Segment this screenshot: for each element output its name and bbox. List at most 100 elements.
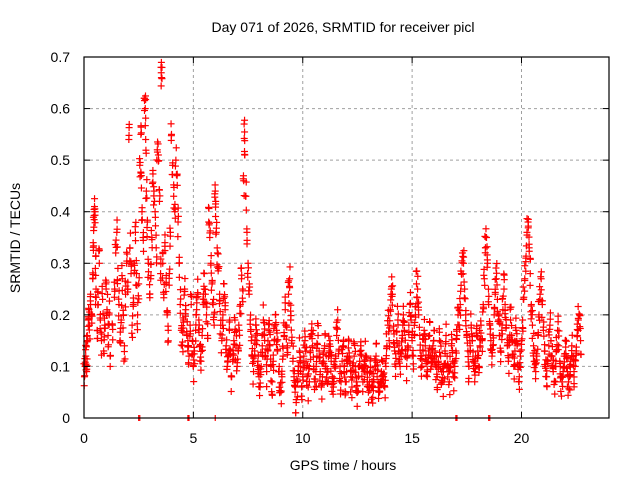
- y-tick-label: 0.6: [51, 101, 71, 117]
- y-tick-label: 0: [62, 410, 70, 426]
- data-point: [510, 354, 518, 362]
- data-point: [147, 226, 155, 234]
- data-point: [157, 82, 165, 90]
- data-point: [400, 328, 408, 336]
- data-point: [433, 370, 441, 378]
- data-point: [461, 285, 469, 293]
- data-point: [469, 348, 477, 356]
- data-point: [177, 341, 185, 349]
- data-point: [142, 187, 150, 195]
- data-point: [540, 318, 548, 326]
- data-point: [211, 181, 219, 189]
- data-point: [248, 333, 256, 341]
- data-point: [413, 294, 421, 302]
- data-point: [343, 368, 350, 376]
- data-point: [100, 349, 108, 357]
- data-point: [207, 286, 215, 294]
- data-point: [385, 328, 393, 336]
- data-point: [543, 356, 551, 364]
- data-point: [475, 369, 483, 377]
- data-point: [192, 311, 200, 319]
- data-point: [256, 379, 264, 387]
- data-point: [505, 341, 513, 349]
- data-point: [562, 336, 570, 344]
- data-point: [158, 63, 166, 71]
- data-point: [181, 287, 189, 295]
- y-tick-label: 0.3: [51, 255, 71, 271]
- data-point: [190, 378, 198, 386]
- data-point: [219, 325, 227, 333]
- data-point: [138, 204, 146, 212]
- data-point: [304, 383, 312, 391]
- data-point: [532, 368, 540, 376]
- data-point: [353, 388, 361, 396]
- data-point: [143, 233, 151, 241]
- data-point: [157, 255, 165, 263]
- data-point: [526, 270, 534, 278]
- data-point: [186, 327, 194, 335]
- data-point: [152, 244, 160, 252]
- data-point: [565, 378, 573, 386]
- data-point: [232, 332, 240, 340]
- data-point: [108, 320, 116, 328]
- data-point: [115, 295, 123, 303]
- data-point: [167, 136, 175, 144]
- data-point: [251, 352, 259, 360]
- data-point: [427, 345, 435, 353]
- data-point: [365, 398, 373, 406]
- data-point: [299, 376, 307, 384]
- data-point: [575, 310, 583, 318]
- data-point: [385, 337, 393, 345]
- data-point: [545, 342, 553, 350]
- data-point: [521, 276, 529, 284]
- data-point: [289, 342, 297, 350]
- data-point: [435, 337, 443, 345]
- data-point: [385, 312, 393, 320]
- data-point: [230, 351, 238, 359]
- data-point: [287, 326, 295, 334]
- data-point: [528, 334, 536, 342]
- x-tick-label: 5: [189, 430, 197, 446]
- data-point: [325, 332, 333, 340]
- data-point: [487, 325, 495, 333]
- data-point: [367, 364, 375, 372]
- data-point: [480, 305, 488, 313]
- data-point: [272, 319, 280, 327]
- data-point: [442, 320, 450, 328]
- data-point: [98, 282, 106, 290]
- data-point: [135, 274, 143, 282]
- data-point: [295, 334, 303, 342]
- data-point: [506, 305, 514, 313]
- data-point: [185, 360, 193, 368]
- data-point: [260, 319, 268, 327]
- data-point: [174, 212, 182, 220]
- data-point: [537, 273, 545, 281]
- chart-title: Day 071 of 2026, SRMTID for receiver pic…: [212, 19, 475, 35]
- data-point: [117, 339, 125, 347]
- data-point: [460, 253, 468, 261]
- data-point: [212, 212, 220, 220]
- data-point: [153, 259, 161, 267]
- data-point: [203, 311, 210, 319]
- data-point: [190, 350, 198, 358]
- data-point: [513, 330, 521, 338]
- data-point: [128, 333, 136, 341]
- data-point: [126, 229, 134, 237]
- data-point: [268, 388, 276, 396]
- data-point: [89, 243, 97, 251]
- data-point: [457, 287, 465, 295]
- data-point: [134, 299, 142, 307]
- data-point: [126, 257, 134, 265]
- data-point: [175, 253, 183, 261]
- data-point: [510, 375, 518, 383]
- data-point: [239, 175, 247, 183]
- data-point: [356, 350, 364, 358]
- data-point: [342, 378, 350, 386]
- data-point: [345, 335, 353, 343]
- data-point: [147, 272, 155, 280]
- data-point: [171, 162, 179, 170]
- data-point: [327, 367, 335, 375]
- data-point: [423, 366, 431, 374]
- data-point: [165, 281, 173, 289]
- data-point: [360, 357, 368, 365]
